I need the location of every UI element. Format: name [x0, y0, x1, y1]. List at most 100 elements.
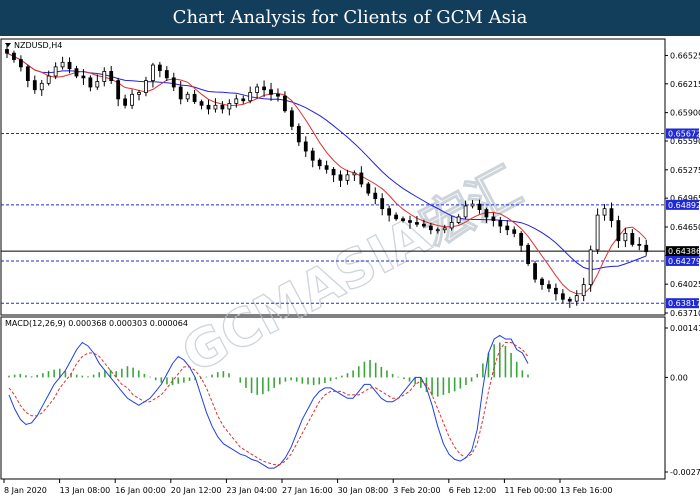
price-tick-label-8: 0.64025: [670, 280, 700, 289]
candle-body-90: [630, 232, 635, 245]
chart-banner-title: Chart Analysis for Clients of GCM Asia: [0, 0, 700, 36]
price-panel: [0, 38, 666, 316]
candle-body-79: [554, 287, 558, 295]
candle-body-92: [644, 244, 649, 253]
level-tag-3: [666, 255, 699, 266]
candle-body-70: [491, 216, 496, 221]
candle-body-53: [373, 192, 378, 200]
candle-body-40: [283, 95, 287, 112]
candle-body-80: [560, 293, 565, 300]
x-tick-label-10: 13 Feb 16:00: [560, 486, 612, 495]
candle-body-47: [331, 168, 336, 176]
candle-body-77: [540, 278, 544, 286]
candle-body-52: [366, 183, 371, 194]
candle-body-10: [74, 68, 79, 77]
price-tick-label-6: 0.64650: [670, 223, 700, 232]
candle-body-69: [484, 209, 489, 218]
candle-body-60: [421, 223, 426, 227]
candle-body-14: [102, 71, 107, 82]
time-x-axis: 8 Jan 2020 13 Jan 08:00 16 Jan 00:00 20 Jan…: [3, 479, 612, 495]
candle-body-41: [289, 110, 294, 127]
x-tick-label-9: 11 Feb 00:00: [504, 486, 556, 495]
level-tag-label-1: 0.64892: [668, 201, 700, 210]
candle-body-32: [227, 103, 232, 110]
candle-body-55: [387, 208, 392, 216]
candle-body-72: [505, 225, 510, 231]
x-tick-label-6: 30 Jan 08:00: [338, 486, 389, 495]
candle-body-11: [81, 75, 86, 79]
candle-body-35: [248, 92, 253, 102]
candle-body-61: [428, 225, 433, 231]
signal-line: [8, 342, 529, 466]
candle-body-43: [303, 141, 308, 152]
price-levels: [1, 132, 665, 304]
x-tick-label-7: 3 Feb 20:00: [393, 486, 440, 495]
x-tick-label-1: 13 Jan 08:00: [60, 486, 111, 495]
candle-body-17: [123, 98, 128, 106]
candle-body-25: [178, 86, 183, 100]
candle-body-26: [185, 93, 190, 100]
price-tick-label-5: 0.64965: [670, 194, 700, 203]
candle-body-6: [46, 75, 51, 84]
candle-body-33: [234, 98, 239, 104]
candle-body-8: [60, 61, 65, 68]
candle-body-87: [609, 208, 614, 221]
price-tick-label-0: 0.66525: [670, 51, 700, 60]
candle-body-76: [533, 263, 537, 280]
candle-body-82: [574, 295, 579, 302]
x-tick-label-2: 16 Jan 00:00: [115, 486, 166, 495]
candle-body-51: [359, 172, 364, 185]
candle-body-49: [345, 174, 350, 181]
candle-body-54: [380, 198, 385, 210]
candle-body-38: [269, 89, 273, 95]
ma-fast-line: [6, 52, 647, 295]
candle-body-68: [477, 203, 482, 211]
candle-body-36: [255, 86, 260, 93]
x-tick-label-4: 23 Jan 04:00: [226, 486, 277, 495]
candle-body-15: [109, 71, 114, 81]
candle-body-21: [151, 64, 155, 81]
candle-body-86: [602, 208, 607, 216]
candle-body-62: [435, 229, 440, 232]
candle-body-39: [276, 93, 280, 97]
candle-body-88: [616, 220, 621, 242]
candle-body-1: [12, 52, 16, 60]
candle-body-16: [116, 80, 121, 100]
candle-body-91: [637, 243, 642, 246]
candle-body-19: [137, 92, 141, 95]
candle-body-34: [241, 98, 246, 102]
candle-body-5: [39, 82, 44, 91]
candle-body-57: [401, 218, 405, 221]
candle-body-78: [547, 284, 551, 289]
candle-body-12: [88, 77, 93, 88]
candle-body-75: [526, 244, 531, 264]
candle-body-84: [588, 249, 593, 286]
symbol-dropdown-icon[interactable]: [5, 43, 11, 47]
candle-body-24: [171, 77, 176, 88]
x-tick-label-3: 20 Jan 12:00: [171, 486, 222, 495]
level-tag-label-3: 0.64279: [668, 257, 700, 266]
moving-averages: [6, 52, 647, 295]
candlesticks: [5, 44, 649, 308]
macd-series: [8, 334, 529, 469]
macd-panel: [0, 316, 666, 480]
candle-body-81: [567, 298, 572, 302]
price-tick-label-3: 0.65590: [670, 137, 700, 146]
candle-body-4: [32, 80, 37, 91]
candle-body-73: [512, 229, 517, 234]
symbol-label: NZDUSD,H4: [14, 41, 62, 50]
candle-body-45: [317, 159, 322, 167]
level-tag-label-0: 0.65672: [668, 129, 700, 138]
price-y-axis: 0.66525 0.66215 0.65900 0.65590 0.65275 0.649…: [665, 51, 700, 318]
candle-body-23: [164, 70, 169, 79]
candle-body-22: [157, 64, 162, 71]
x-tick-label-5: 27 Jan 16:00: [282, 486, 333, 495]
candle-body-83: [581, 284, 586, 297]
level-tag-4: [666, 298, 699, 309]
x-tick-label-0: 8 Jan 2020: [4, 486, 47, 495]
candle-body-58: [408, 220, 412, 223]
candle-body-30: [213, 104, 218, 110]
candle-body-66: [463, 205, 468, 218]
level-tag-label-4: 0.63817: [668, 299, 700, 308]
